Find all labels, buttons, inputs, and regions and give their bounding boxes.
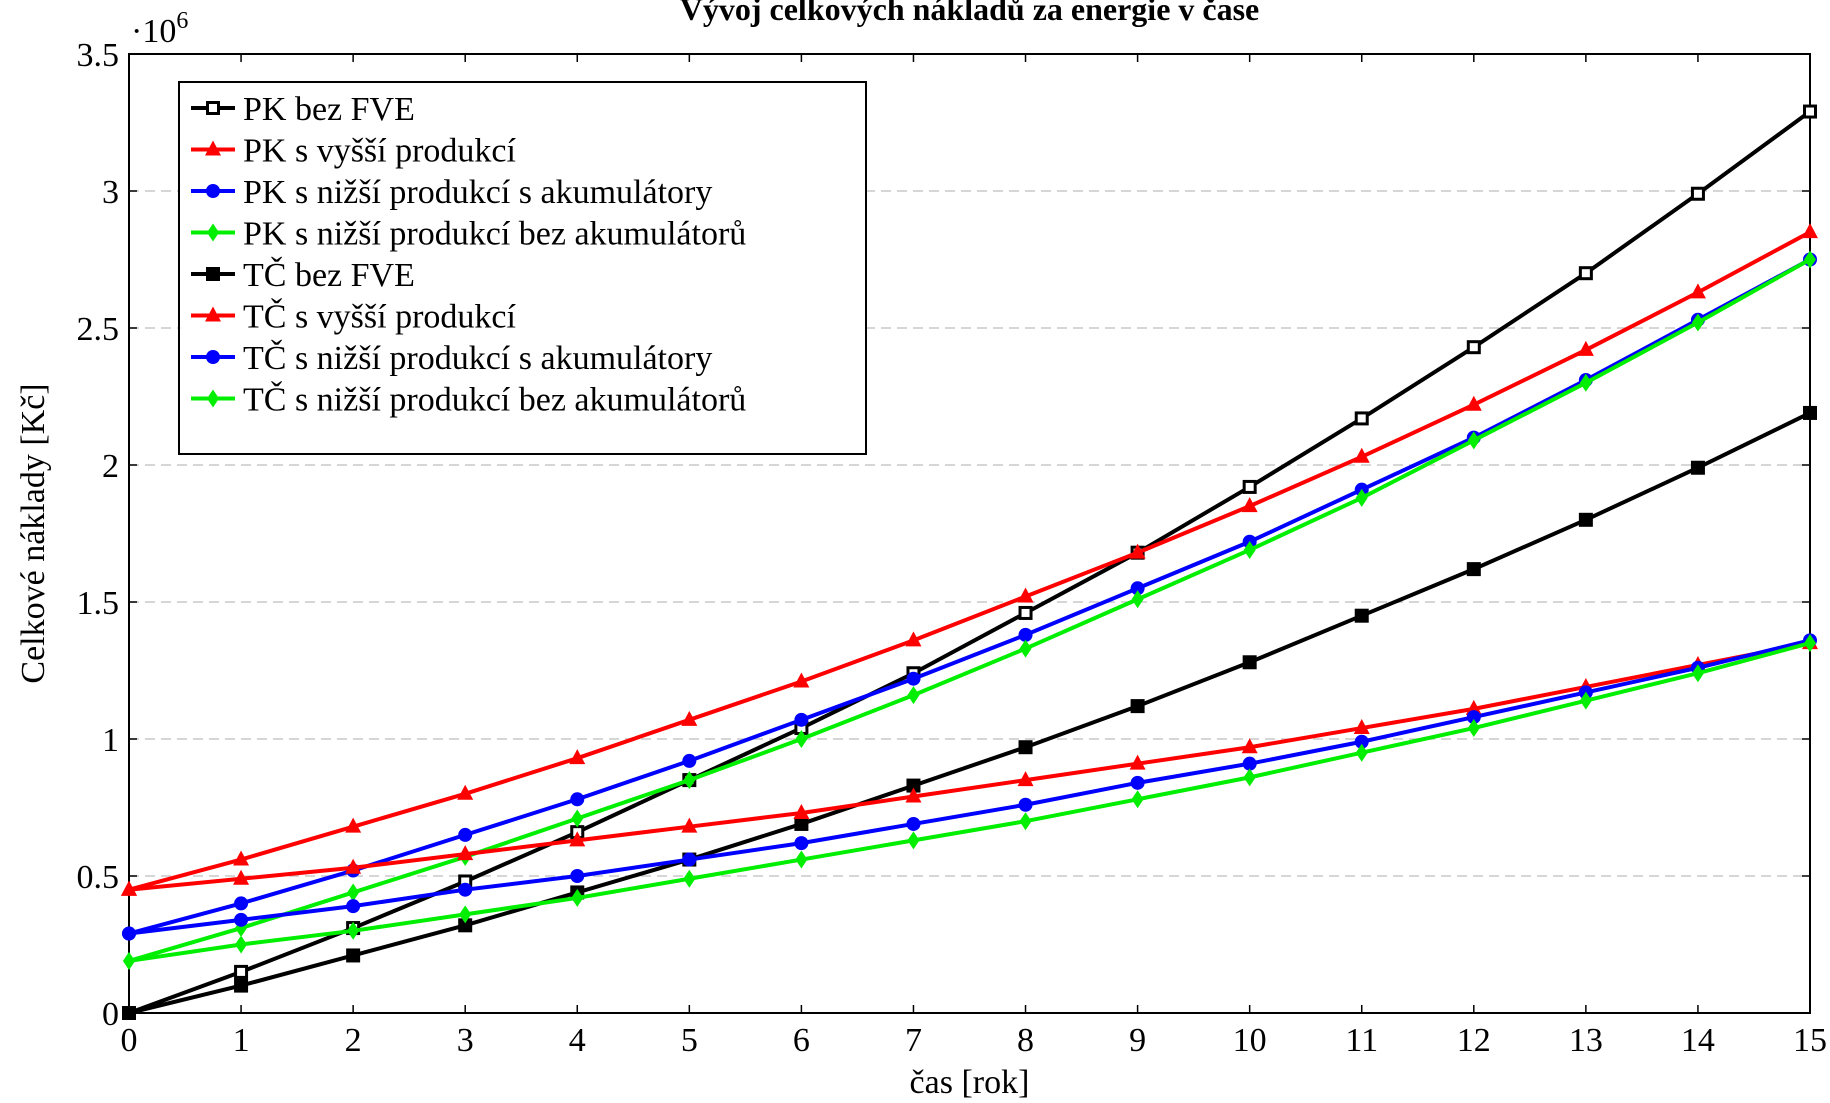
data-point (122, 927, 136, 941)
data-point (1243, 655, 1257, 669)
data-point (906, 817, 920, 831)
data-point (1020, 812, 1032, 830)
data-point (683, 870, 695, 888)
data-point (1244, 768, 1256, 786)
legend-label: TČ s nižší produkcí bez akumulátorů (243, 381, 746, 419)
data-point (208, 103, 219, 114)
x-tick-label: 6 (793, 1022, 810, 1059)
data-point (1020, 640, 1032, 658)
data-point (236, 966, 247, 977)
data-point (907, 831, 919, 849)
x-tick-label: 7 (905, 1022, 922, 1059)
data-point (906, 672, 920, 686)
legend-label: TČ s vyšší produkcí (243, 298, 517, 336)
x-tick-label: 8 (1017, 1022, 1034, 1059)
data-point (346, 948, 360, 962)
y-axis-label: Celkové náklady [Kč] (15, 383, 52, 683)
data-point (794, 713, 808, 727)
x-axis-label: čas [rok] (910, 1064, 1030, 1101)
legend-label: TČ bez FVE (243, 256, 415, 294)
y-tick-label: 3 (102, 174, 119, 211)
legend-entry: TČ s nižší produkcí s akumulátory (191, 339, 712, 377)
data-point (570, 792, 584, 806)
y-axis-multiplier-exponent: 6 (176, 8, 188, 34)
data-point (794, 836, 808, 850)
y-axis-multiplier-base: ·10 (131, 13, 176, 50)
legend-label: PK s nižší produkcí bez akumulátorů (243, 216, 746, 253)
data-point (234, 979, 248, 993)
data-point (907, 686, 919, 704)
x-tick-label: 5 (681, 1022, 698, 1059)
x-tick-label: 14 (1681, 1022, 1715, 1059)
data-point (1355, 609, 1369, 623)
x-tick-label: 11 (1345, 1022, 1378, 1059)
data-point (1692, 188, 1703, 199)
legend-label: PK s nižší produkcí s akumulátory (243, 174, 712, 211)
data-point (206, 267, 220, 281)
data-point (458, 883, 472, 897)
legend-label: PK bez FVE (243, 91, 415, 128)
data-point (234, 913, 248, 927)
x-tick-label: 1 (233, 1022, 250, 1059)
data-point (794, 817, 808, 831)
data-point (206, 184, 220, 198)
data-point (1691, 461, 1705, 475)
data-point (1132, 790, 1144, 808)
x-tick-label: 3 (457, 1022, 474, 1059)
data-point (1019, 798, 1033, 812)
data-point (1805, 106, 1816, 117)
data-point (570, 869, 584, 883)
data-point (347, 883, 359, 901)
legend: PK bez FVE PK s vyšší produkcí PK s nižší … (179, 82, 866, 454)
data-point (206, 350, 220, 364)
x-tick-label: 10 (1233, 1022, 1267, 1059)
legend-label: PK s vyšší produkcí (243, 133, 517, 170)
data-point (1131, 776, 1145, 790)
x-tick-label: 13 (1569, 1022, 1603, 1059)
data-point (1802, 223, 1818, 238)
data-point (458, 828, 472, 842)
data-point (1244, 481, 1255, 492)
data-point (234, 896, 248, 910)
data-point (1019, 740, 1033, 754)
data-point (1803, 406, 1817, 420)
y-tick-label: 3.5 (77, 37, 120, 74)
data-point (1467, 562, 1481, 576)
data-point (1020, 607, 1031, 618)
data-point (1579, 513, 1593, 527)
x-tick-label: 15 (1793, 1022, 1827, 1059)
x-tick-label: 0 (121, 1022, 138, 1059)
data-point (1804, 251, 1816, 269)
y-tick-label: 0 (102, 996, 119, 1033)
y-tick-label: 2.5 (77, 311, 120, 348)
x-tick-label: 9 (1129, 1022, 1146, 1059)
y-tick-label: 2 (102, 448, 119, 485)
y-tick-label: 1 (102, 722, 119, 759)
legend-entry: TČ s nižší produkcí bez akumulátorů (191, 381, 746, 419)
x-tick-label: 12 (1457, 1022, 1491, 1059)
data-point (571, 809, 583, 827)
legend-label: TČ s nižší produkcí s akumulátory (243, 339, 712, 377)
y-axis-multiplier: ·106 (131, 8, 188, 50)
data-point (682, 754, 696, 768)
data-point (682, 853, 696, 867)
y-tick-label: 0.5 (77, 859, 120, 896)
data-point (1356, 413, 1367, 424)
y-tick-label: 1.5 (77, 585, 120, 622)
data-point (795, 851, 807, 869)
data-point (235, 936, 247, 954)
series-line (129, 413, 1810, 1013)
data-point (122, 1006, 136, 1020)
x-tick-label: 2 (345, 1022, 362, 1059)
chart-title: Vývoj celkových nákladů za energie v čas… (680, 0, 1260, 27)
data-point (1468, 342, 1479, 353)
data-point (123, 952, 135, 970)
legend-entry: PK s nižší produkcí bez akumulátorů (191, 216, 746, 253)
data-point (1580, 268, 1591, 279)
data-point (346, 899, 360, 913)
data-point (1131, 699, 1145, 713)
legend-entry: PK s nižší produkcí s akumulátory (191, 174, 712, 211)
x-tick-label: 4 (569, 1022, 586, 1059)
